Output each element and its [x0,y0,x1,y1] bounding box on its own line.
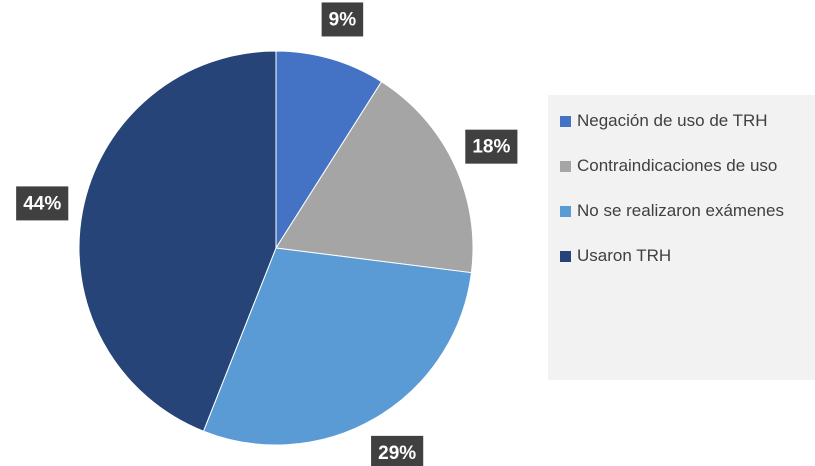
pie-slice [275,80,474,274]
data-label: 29% [371,435,424,466]
data-label-box [371,435,424,466]
pie-slice [202,247,473,446]
legend-swatch [560,251,571,262]
data-label-box [321,2,364,37]
pie-slice [275,50,383,250]
legend-item: Contraindicaciones de uso [560,150,815,182]
data-label-text: 9% [329,9,357,30]
legend: Negación de uso de TRH Contraindicaciones… [548,95,815,380]
data-label-box [465,129,518,164]
legend-label: Usaron TRH [577,246,672,265]
legend-swatch [560,116,571,127]
legend-item: No se realizaron exámenes [560,195,815,227]
data-label-text: 44% [23,193,61,214]
data-label: 18% [465,129,518,164]
legend-swatch [560,206,571,217]
legend-label: Contraindicaciones de uso [577,156,778,175]
legend-item: Negación de uso de TRH [560,105,815,137]
data-label-text: 18% [472,137,510,158]
legend-swatch [560,161,571,172]
data-label: 9% [321,2,364,37]
pie-slice [78,50,277,432]
data-label: 44% [16,186,69,221]
legend-label: No se realizaron exámenes [577,201,784,220]
legend-label: Negación de uso de TRH [577,111,768,130]
legend-item: Usaron TRH [560,240,815,272]
data-label-box [16,186,69,221]
data-label-text: 29% [378,443,416,464]
